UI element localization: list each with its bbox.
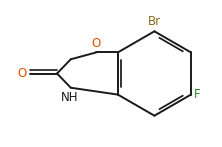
Text: O: O xyxy=(92,37,101,50)
Text: O: O xyxy=(17,67,27,80)
Text: F: F xyxy=(194,88,200,101)
Text: NH: NH xyxy=(61,91,79,104)
Text: Br: Br xyxy=(148,15,161,28)
